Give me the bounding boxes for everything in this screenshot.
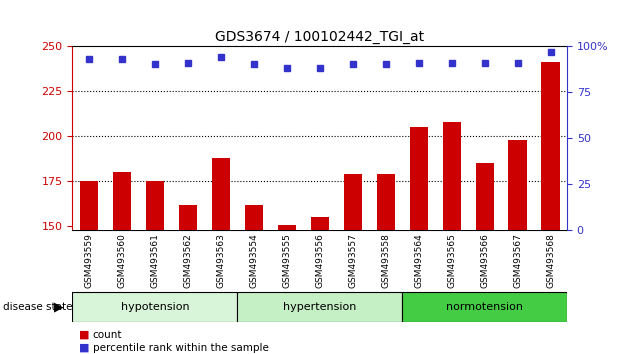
- Text: hypotension: hypotension: [120, 302, 189, 312]
- Text: GSM493560: GSM493560: [117, 233, 127, 288]
- Text: GSM493556: GSM493556: [315, 233, 324, 288]
- Text: GSM493559: GSM493559: [84, 233, 93, 288]
- Text: hypertension: hypertension: [283, 302, 357, 312]
- Text: GSM493563: GSM493563: [216, 233, 226, 288]
- Text: GSM493562: GSM493562: [183, 233, 192, 288]
- Text: GSM493558: GSM493558: [381, 233, 390, 288]
- Bar: [179, 205, 197, 230]
- Text: GSM493568: GSM493568: [546, 233, 555, 288]
- Text: GSM493561: GSM493561: [151, 233, 159, 288]
- Bar: [402, 292, 567, 322]
- Text: percentile rank within the sample: percentile rank within the sample: [93, 343, 268, 353]
- Bar: [212, 158, 230, 230]
- Title: GDS3674 / 100102442_TGI_at: GDS3674 / 100102442_TGI_at: [215, 30, 424, 44]
- Bar: [113, 172, 131, 230]
- Text: GSM493554: GSM493554: [249, 233, 258, 288]
- Text: count: count: [93, 330, 122, 339]
- Text: GSM493555: GSM493555: [282, 233, 291, 288]
- Text: GSM493557: GSM493557: [348, 233, 357, 288]
- Bar: [442, 122, 461, 230]
- Bar: [410, 127, 428, 230]
- Bar: [343, 174, 362, 230]
- Bar: [508, 140, 527, 230]
- Text: GSM493566: GSM493566: [480, 233, 489, 288]
- Bar: [377, 174, 395, 230]
- Text: GSM493567: GSM493567: [513, 233, 522, 288]
- Bar: [541, 62, 559, 230]
- Bar: [476, 163, 494, 230]
- Text: GSM493565: GSM493565: [447, 233, 456, 288]
- Text: normotension: normotension: [446, 302, 523, 312]
- Text: ■: ■: [79, 330, 89, 339]
- Text: disease state: disease state: [3, 302, 72, 312]
- Bar: [80, 181, 98, 230]
- Bar: [244, 205, 263, 230]
- Bar: [146, 181, 164, 230]
- Bar: [238, 292, 402, 322]
- Text: ▶: ▶: [54, 301, 64, 314]
- Text: ■: ■: [79, 343, 89, 353]
- Bar: [311, 217, 329, 230]
- Bar: [72, 292, 238, 322]
- Text: GSM493564: GSM493564: [414, 233, 423, 288]
- Bar: [278, 225, 296, 230]
